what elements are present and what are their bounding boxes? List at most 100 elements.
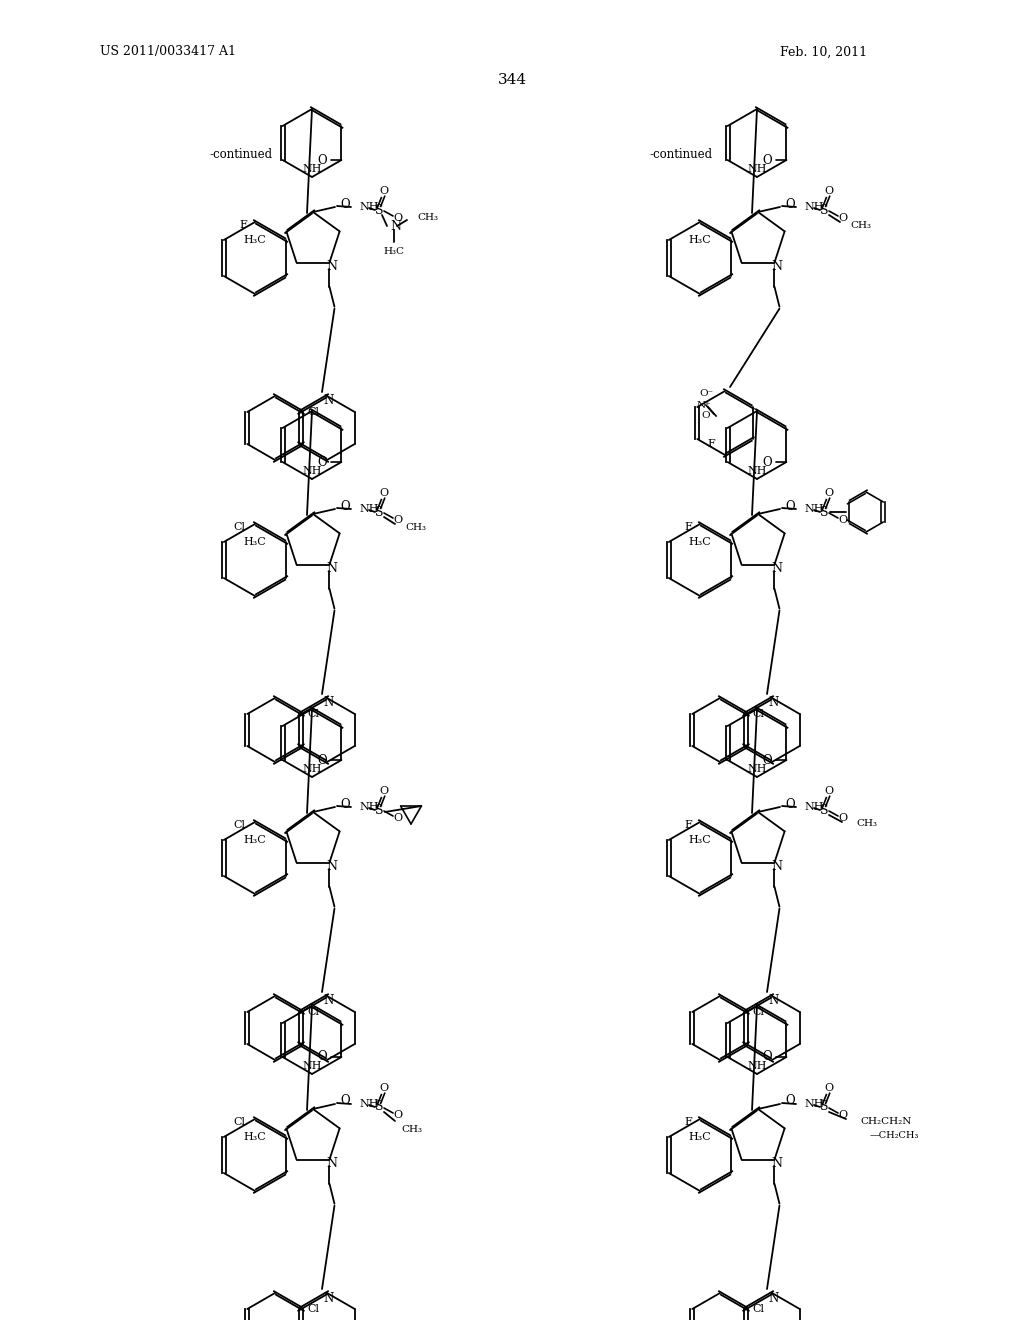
Text: O: O <box>824 488 834 498</box>
Text: O: O <box>317 455 328 469</box>
Text: N⁺: N⁺ <box>696 400 711 409</box>
Text: CH₃: CH₃ <box>856 820 877 829</box>
Text: H₃C: H₃C <box>688 836 712 845</box>
Text: N: N <box>771 861 782 873</box>
Text: -continued: -continued <box>650 149 713 161</box>
Text: O: O <box>317 153 328 166</box>
Text: N: N <box>771 260 782 273</box>
Text: Cl: Cl <box>233 521 245 532</box>
Text: O: O <box>824 785 834 796</box>
Text: N: N <box>769 1291 779 1304</box>
Text: F: F <box>684 1117 692 1127</box>
Text: CH₃: CH₃ <box>850 222 871 231</box>
Text: NH: NH <box>748 764 767 774</box>
Text: H₃C: H₃C <box>384 248 404 256</box>
Text: H₃C: H₃C <box>688 235 712 246</box>
Text: CH₃: CH₃ <box>401 1125 422 1134</box>
Text: O: O <box>393 813 402 822</box>
Text: O: O <box>380 488 388 498</box>
Text: H₃C: H₃C <box>244 1133 266 1142</box>
Text: F: F <box>684 521 692 532</box>
Text: H₃C: H₃C <box>244 235 266 246</box>
Text: NH: NH <box>359 803 379 812</box>
Text: O: O <box>763 1051 772 1064</box>
Text: F: F <box>684 820 692 830</box>
Text: NH: NH <box>359 1100 379 1109</box>
Text: N: N <box>769 697 779 710</box>
Text: NH: NH <box>302 466 322 477</box>
Text: O: O <box>340 1094 350 1107</box>
Text: N: N <box>390 219 401 232</box>
Text: H₃C: H₃C <box>244 836 266 845</box>
Text: S: S <box>820 506 828 519</box>
Text: NH: NH <box>302 1061 322 1071</box>
Text: Cl: Cl <box>307 1304 319 1313</box>
Text: S: S <box>820 804 828 817</box>
Text: S: S <box>820 1101 828 1114</box>
Text: N: N <box>326 562 337 576</box>
Text: O: O <box>839 213 848 223</box>
Text: O⁻: O⁻ <box>698 389 713 399</box>
Text: S: S <box>375 804 383 817</box>
Text: N: N <box>326 1158 337 1170</box>
Text: NH: NH <box>302 764 322 774</box>
Text: N: N <box>771 562 782 576</box>
Text: Cl: Cl <box>307 709 319 719</box>
Text: O: O <box>824 186 834 195</box>
Text: NH: NH <box>748 466 767 477</box>
Text: O: O <box>785 198 795 210</box>
Text: O: O <box>380 1082 388 1093</box>
Text: NH: NH <box>804 803 823 812</box>
Text: Cl: Cl <box>233 820 245 830</box>
Text: NH: NH <box>804 202 823 213</box>
Text: Cl: Cl <box>307 1007 319 1016</box>
Text: O: O <box>393 1110 402 1119</box>
Text: S: S <box>820 203 828 216</box>
Text: S: S <box>375 506 383 519</box>
Text: N: N <box>324 1291 334 1304</box>
Text: 344: 344 <box>498 73 526 87</box>
Text: O: O <box>701 411 710 420</box>
Text: O: O <box>824 1082 834 1093</box>
Text: NH: NH <box>302 164 322 174</box>
Text: -continued: -continued <box>210 149 273 161</box>
Text: O: O <box>839 813 848 822</box>
Text: O: O <box>839 515 848 525</box>
Text: H₃C: H₃C <box>688 537 712 546</box>
Text: O: O <box>340 198 350 210</box>
Text: Cl: Cl <box>233 1117 245 1127</box>
Text: NH: NH <box>359 504 379 513</box>
Text: O: O <box>393 213 402 223</box>
Text: US 2011/0033417 A1: US 2011/0033417 A1 <box>100 45 236 58</box>
Text: O: O <box>340 499 350 512</box>
Text: N: N <box>324 697 334 710</box>
Text: O: O <box>380 785 388 796</box>
Text: H₃C: H₃C <box>244 537 266 546</box>
Text: Feb. 10, 2011: Feb. 10, 2011 <box>780 45 867 58</box>
Text: O: O <box>785 797 795 810</box>
Text: O: O <box>785 499 795 512</box>
Text: N: N <box>771 1158 782 1170</box>
Text: O: O <box>317 1051 328 1064</box>
Text: O: O <box>763 153 772 166</box>
Text: CH₃: CH₃ <box>417 214 438 223</box>
Text: O: O <box>763 455 772 469</box>
Text: S: S <box>375 1101 383 1114</box>
Text: Cl: Cl <box>307 407 319 417</box>
Text: O: O <box>763 754 772 767</box>
Text: CH₃: CH₃ <box>406 524 426 532</box>
Text: O: O <box>785 1094 795 1107</box>
Text: O: O <box>380 186 388 195</box>
Text: O: O <box>839 1110 848 1119</box>
Text: F: F <box>240 220 247 230</box>
Text: S: S <box>375 203 383 216</box>
Text: NH: NH <box>748 164 767 174</box>
Text: O: O <box>317 754 328 767</box>
Text: NH: NH <box>359 202 379 213</box>
Text: Cl: Cl <box>753 1304 764 1313</box>
Text: NH: NH <box>748 1061 767 1071</box>
Text: —CH₂CH₃: —CH₂CH₃ <box>870 1130 920 1139</box>
Text: Cl: Cl <box>753 1007 764 1016</box>
Text: NH: NH <box>804 504 823 513</box>
Text: N: N <box>324 994 334 1007</box>
